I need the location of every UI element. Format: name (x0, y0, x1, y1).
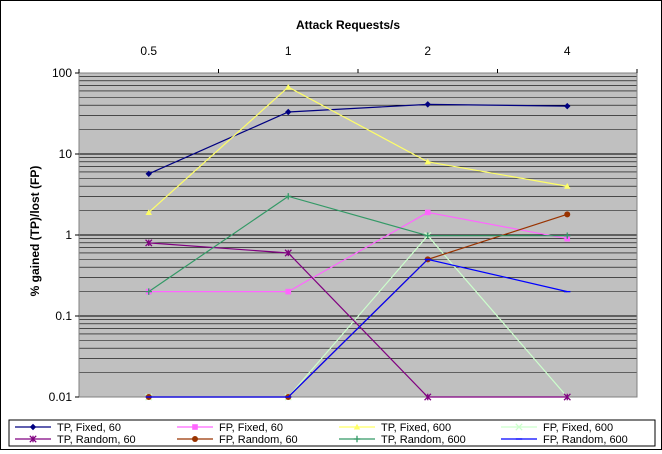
legend: TP, Fixed, 60 FP, Fixed, 60 TP, Fixed, 600… (8, 419, 656, 447)
data-point (285, 108, 292, 116)
legend-item: FP, Random, 600 (501, 434, 628, 446)
legend-item: TP, Fixed, 600 (339, 422, 451, 434)
legend-label: TP, Random, 600 (381, 434, 466, 446)
legend-swatch-marker (515, 423, 523, 431)
data-point (424, 101, 431, 108)
legend-item: TP, Random, 600 (339, 434, 466, 446)
legend-item: TP, Random, 60 (15, 434, 136, 446)
data-point (424, 232, 431, 239)
series-line (148, 211, 568, 293)
data-point (145, 209, 152, 215)
data-point (424, 158, 431, 165)
data-point (145, 288, 152, 295)
x-tick-label: 2 (424, 44, 431, 58)
legend-label: FP, Random, 600 (543, 434, 628, 446)
data-point (424, 209, 431, 216)
data-point (424, 393, 432, 401)
legend-item: FP, Random, 60 (177, 434, 298, 446)
x-tick-label: 0.5 (140, 44, 157, 58)
y-tick-label: 0.01 (49, 390, 73, 404)
legend-label: FP, Random, 60 (219, 434, 298, 446)
y-tick-label: 10 (59, 147, 73, 161)
legend-label: FP, Fixed, 60 (219, 422, 283, 434)
data-point (564, 211, 571, 218)
data-point (285, 193, 292, 200)
data-point (563, 393, 571, 401)
series-line (148, 86, 568, 213)
data-point (145, 170, 152, 177)
data-point (564, 183, 571, 189)
series-3 (145, 83, 571, 215)
data-point (145, 239, 153, 247)
legend-swatch-marker (192, 424, 198, 430)
legend-label: TP, Fixed, 60 (57, 422, 121, 434)
series-line (148, 195, 568, 293)
y-tick-label: 1 (65, 228, 72, 242)
series-7 (145, 193, 571, 295)
data-point (564, 102, 571, 110)
data-point (564, 232, 571, 239)
data-point (285, 288, 292, 295)
plot-area: 0.01 0.1 1 10 100 0.5 1 2 4 (49, 44, 638, 404)
data-point (285, 83, 292, 90)
x-tick-label: 1 (285, 44, 292, 58)
legend-label: FP, Fixed, 600 (543, 422, 613, 434)
legend-swatch-marker (29, 423, 37, 431)
legend-swatch-marker (192, 436, 198, 442)
series-8 (145, 258, 571, 398)
series-line (148, 242, 568, 398)
series-line (148, 103, 568, 175)
legend-item: FP, Fixed, 60 (177, 422, 283, 434)
legend-label: TP, Fixed, 600 (381, 422, 451, 434)
legend-item: TP, Fixed, 60 (15, 422, 121, 434)
legend-swatch-marker (29, 435, 37, 443)
legend-swatch-marker (353, 423, 361, 430)
y-axis-label: % gained (TP)/lost (FP) (28, 166, 42, 297)
x-tick-label: 4 (564, 44, 571, 58)
chart-title: Attack Requests/s (296, 18, 400, 32)
data-point (284, 249, 292, 257)
legend-label: TP, Random, 60 (57, 434, 136, 446)
legend-item: FP, Fixed, 600 (501, 422, 613, 434)
series-1 (145, 101, 571, 177)
legend-box (8, 419, 656, 447)
legend-swatch-marker (353, 435, 361, 443)
y-tick-label: 0.1 (55, 309, 72, 323)
y-tick-label: 100 (52, 66, 72, 80)
series-line (148, 258, 568, 398)
series-5 (145, 239, 571, 401)
